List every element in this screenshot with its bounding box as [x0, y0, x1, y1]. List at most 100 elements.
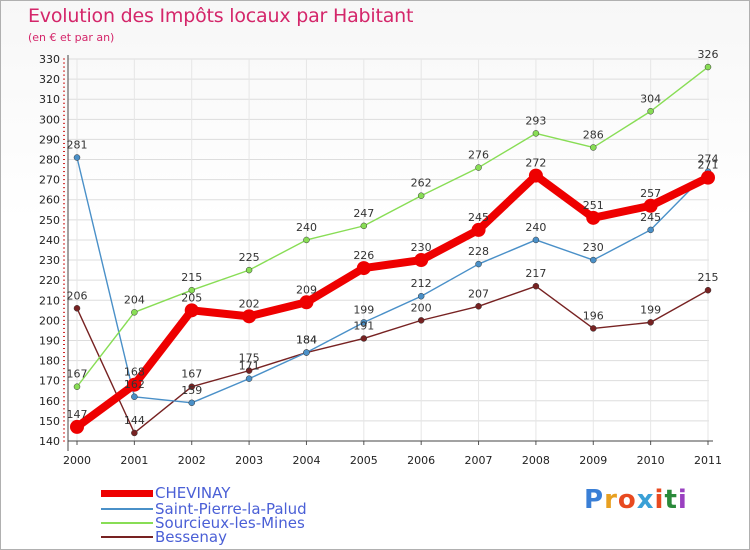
logo-letter: i — [677, 485, 688, 515]
y-tick-label: 320 — [39, 73, 60, 86]
data-point-chevinay — [643, 198, 658, 213]
data-label-saint-pierre-la-palud: 171 — [239, 360, 260, 373]
data-point-bessenay — [417, 317, 425, 324]
data-point-saint-pierre-la-palud — [475, 260, 482, 268]
x-tick-label: 2009 — [579, 454, 607, 467]
data-label-sourcieux-les-mines: 225 — [239, 251, 260, 264]
data-point-sourcieux-les-mines — [360, 222, 368, 230]
y-tick-label: 150 — [39, 415, 60, 428]
data-point-sourcieux-les-mines — [647, 108, 654, 115]
logo-letter: o — [617, 485, 637, 515]
series-line-saint-pierre-la-palud — [76, 156, 709, 404]
y-tick-label: 290 — [39, 133, 60, 146]
series-line-bessenay — [76, 285, 709, 434]
data-label-bessenay: 196 — [583, 309, 604, 322]
data-point-saint-pierre-la-palud — [188, 399, 195, 407]
proxiti-logo: Proxiti — [584, 485, 688, 515]
grid-lines — [68, 58, 709, 442]
data-label-sourcieux-les-mines: 262 — [411, 177, 432, 190]
legend-swatch-saint-pierre-la-palud — [101, 508, 153, 510]
logo-letter: x — [636, 485, 655, 515]
series-line-chevinay — [73, 171, 712, 431]
data-point-chevinay — [70, 419, 84, 434]
y-tick-label: 330 — [39, 53, 60, 66]
x-tick-label: 2000 — [63, 454, 91, 467]
data-label-bessenay: 200 — [411, 301, 432, 314]
legend-item-sourcieux-les-mines[interactable]: Sourcieux-les-Mines — [101, 515, 305, 531]
data-point-saint-pierre-la-palud — [245, 375, 253, 382]
y-tick-label: 140 — [39, 435, 60, 448]
data-point-chevinay — [356, 261, 371, 276]
data-label-chevinay: 257 — [640, 187, 661, 200]
y-tick-label: 300 — [39, 113, 60, 126]
data-label-bessenay: 184 — [296, 334, 317, 347]
legend-item-saint-pierre-la-palud[interactable]: Saint-Pierre-la-Palud — [101, 501, 307, 517]
data-label-chevinay: 230 — [411, 241, 432, 254]
data-point-sourcieux-les-mines — [475, 164, 482, 171]
y-tick-label: 180 — [39, 355, 60, 368]
data-label-chevinay: 226 — [353, 249, 374, 262]
legend-swatch-bessenay — [101, 536, 153, 538]
data-label-bessenay: 206 — [67, 289, 88, 302]
data-point-bessenay — [360, 335, 368, 342]
data-label-sourcieux-les-mines: 304 — [640, 92, 661, 105]
data-label-sourcieux-les-mines: 240 — [296, 221, 317, 234]
data-label-bessenay: 167 — [181, 368, 202, 381]
y-tick-label: 220 — [39, 274, 60, 287]
data-label-saint-pierre-la-palud: 228 — [468, 245, 489, 258]
legend-swatch-chevinay — [101, 489, 153, 497]
data-point-chevinay — [414, 253, 429, 268]
data-point-saint-pierre-la-palud — [303, 349, 310, 356]
data-point-sourcieux-les-mines — [417, 192, 425, 199]
data-label-chevinay: 271 — [698, 159, 719, 172]
data-point-sourcieux-les-mines — [73, 383, 81, 390]
logo-letter: i — [654, 485, 665, 515]
data-label-sourcieux-les-mines: 326 — [698, 48, 719, 61]
data-point-sourcieux-les-mines — [131, 309, 138, 316]
data-point-bessenay — [532, 282, 540, 290]
data-point-bessenay — [245, 367, 253, 374]
data-point-sourcieux-les-mines — [245, 266, 253, 274]
x-tick-label: 2011 — [694, 454, 722, 467]
data-label-saint-pierre-la-palud: 230 — [583, 241, 604, 254]
data-point-bessenay — [73, 305, 81, 312]
x-tick-label: 2010 — [637, 454, 665, 467]
legend-item-bessenay[interactable]: Bessenay — [101, 529, 227, 545]
data-label-saint-pierre-la-palud: 184 — [296, 334, 317, 347]
data-label-saint-pierre-la-palud: 159 — [181, 384, 202, 397]
data-label-chevinay: 202 — [239, 297, 260, 310]
data-point-saint-pierre-la-palud — [73, 154, 81, 161]
data-label-saint-pierre-la-palud: 162 — [124, 378, 145, 391]
y-tick-label: 210 — [39, 294, 60, 307]
data-point-saint-pierre-la-palud — [590, 256, 597, 264]
data-label-sourcieux-les-mines: 247 — [353, 207, 374, 220]
data-label-bessenay: 175 — [239, 352, 260, 365]
y-tick-label: 190 — [39, 334, 60, 347]
data-point-bessenay — [704, 286, 712, 294]
y-tick-label: 250 — [39, 214, 60, 227]
data-point-sourcieux-les-mines — [188, 286, 195, 294]
y-tick-label: 240 — [39, 234, 60, 247]
data-point-chevinay — [701, 170, 715, 185]
series-lines — [70, 63, 715, 437]
x-tick-label: 2006 — [407, 454, 435, 467]
data-label-chevinay: 245 — [468, 211, 489, 224]
data-label-bessenay: 199 — [640, 303, 661, 316]
data-label-saint-pierre-la-palud: 199 — [353, 303, 374, 316]
logo-letter: r — [604, 485, 618, 515]
data-point-saint-pierre-la-palud — [131, 393, 138, 401]
y-tick-label: 200 — [39, 314, 60, 327]
data-label-chevinay: 205 — [181, 291, 202, 304]
legend-item-chevinay[interactable]: CHEVINAY — [101, 485, 230, 501]
legend-label-bessenay: Bessenay — [155, 528, 227, 546]
data-label-bessenay: 217 — [525, 267, 546, 280]
data-label-sourcieux-les-mines: 215 — [181, 271, 202, 284]
data-point-bessenay — [647, 319, 654, 326]
data-point-bessenay — [188, 383, 195, 390]
data-point-bessenay — [590, 325, 597, 332]
y-tick-label: 310 — [39, 93, 60, 106]
data-point-sourcieux-les-mines — [704, 63, 712, 71]
y-tick-label: 280 — [39, 154, 60, 167]
data-labels: 147 168 205 202 209 226 230 245 272 251 257 271 281 1… — [67, 48, 719, 427]
